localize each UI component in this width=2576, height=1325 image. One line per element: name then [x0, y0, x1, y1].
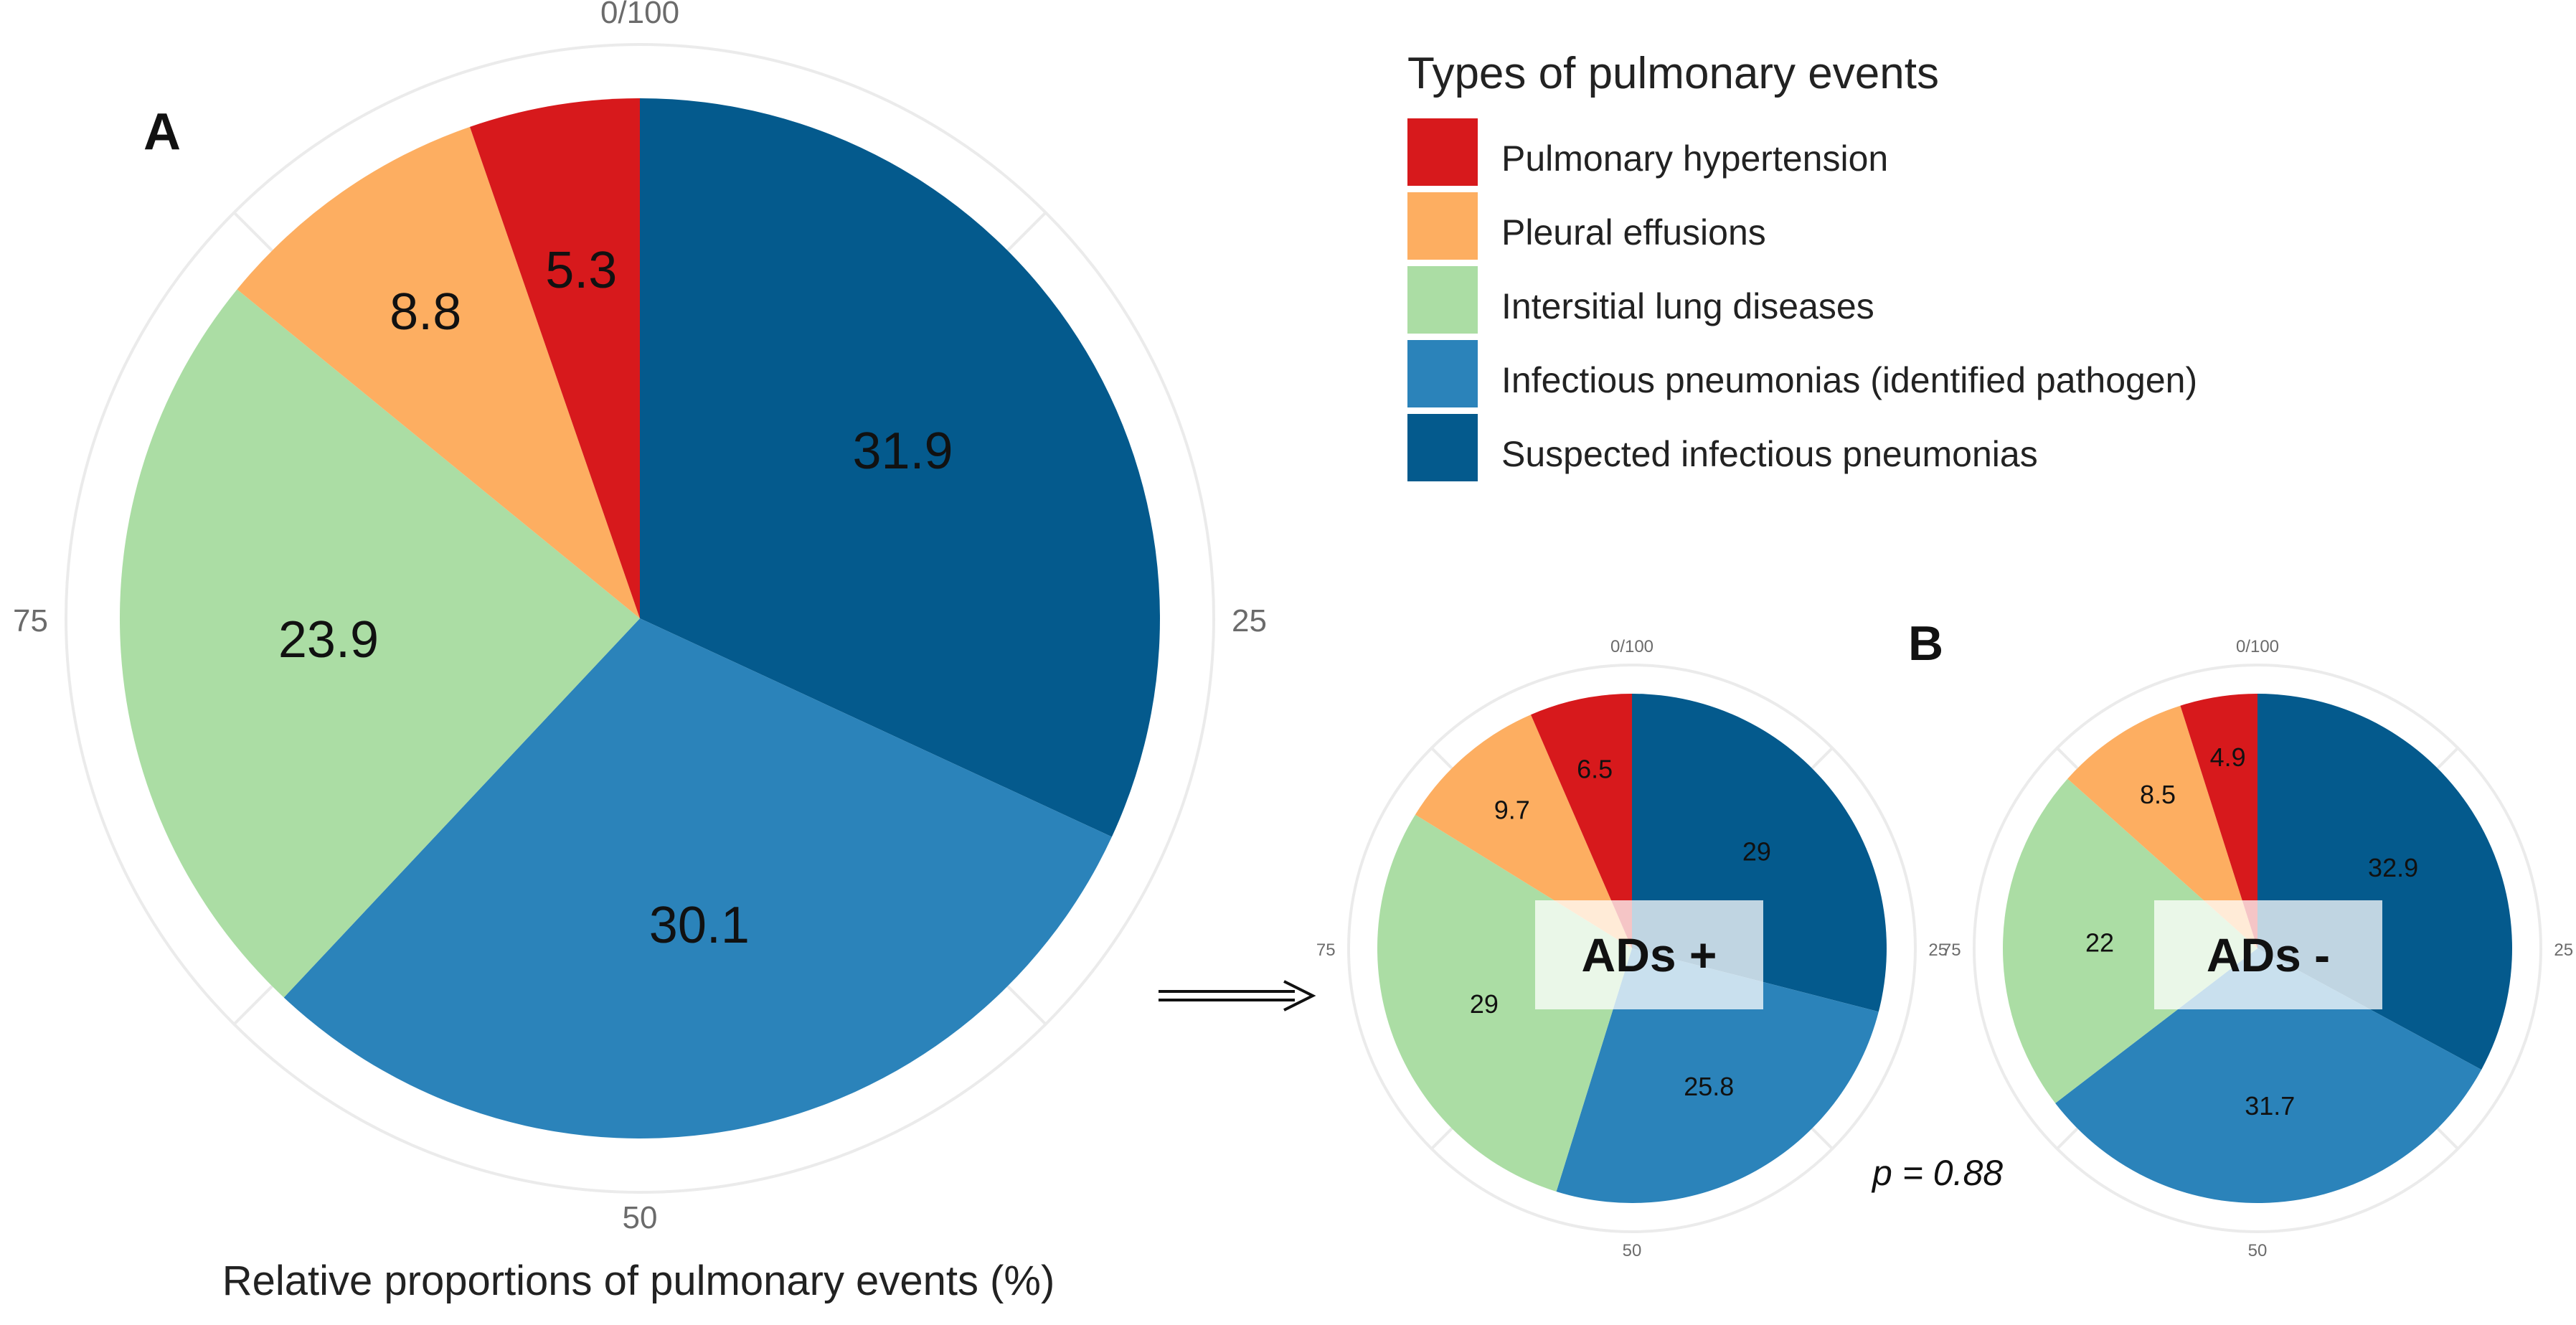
legend-swatch-interstitial-lung-diseases: [1407, 266, 1478, 334]
data-label-pleural-effusions: 8.8: [390, 283, 461, 341]
legend-swatch-pulmonary-hypertension: [1407, 118, 1478, 186]
panel-a-letter: A: [143, 103, 181, 161]
x-axis-label: Relative proportions of pulmonary events…: [222, 1258, 1055, 1304]
polar-grid-circle: [1347, 664, 1917, 1233]
polar-grid-line: [2436, 747, 2459, 770]
legend-swatch-pleural-effusions: [1407, 192, 1478, 260]
polar-grid-line: [2056, 1127, 2079, 1150]
polar-grid-line: [1430, 747, 1453, 770]
data-label-intersitial-lung-diseases: 22: [2085, 928, 2114, 957]
group-badge-label: ADs +: [1582, 928, 1717, 981]
legend-title: Types of pulmonary events: [1407, 49, 1939, 98]
group-badge-background: [2154, 900, 2382, 1009]
angular-tick-label: 0/100: [2236, 637, 2279, 656]
data-label-suspected-infectious-pneumonias: 32.9: [2368, 853, 2418, 882]
polar-grid-line: [1811, 1127, 1834, 1150]
angular-tick-label: 50: [623, 1200, 658, 1235]
pie-slice-pulmonary-hypertension: [1531, 694, 1632, 948]
polar-grid-circle: [1973, 664, 2542, 1233]
data-label-intersitial-lung-diseases: 23.9: [278, 611, 379, 669]
angular-tick-label: 25: [2554, 940, 2573, 960]
data-label-infectious-pneumonias-identified-pathogen: 30.1: [649, 897, 750, 954]
data-label-pulmonary-hypertension: 5.3: [545, 242, 617, 299]
legend-swatch-infectious-pneumonias: [1407, 340, 1478, 407]
angular-tick-label: 25: [1232, 603, 1267, 638]
legend-swatch-suspected-infectious-pneumonias: [1407, 414, 1478, 481]
polar-grid-circle: [65, 43, 1215, 1194]
pie-slice-infectious-pneumonias-identified-pathogen: [1556, 948, 1879, 1203]
pie-slice-infectious-pneumonias-identified-pathogen: [283, 618, 1112, 1139]
polar-grid-line: [232, 985, 273, 1026]
pie-slice-intersitial-lung-diseases: [1377, 814, 1632, 1192]
pie-chart-overall: 0/100 25 50 75 31.9 30.1 23.9 8.8 5.3: [13, 0, 1267, 1235]
data-label-suspected-infectious-pneumonias: 31.9: [852, 423, 953, 480]
pie-slice-pulmonary-hypertension: [470, 98, 640, 618]
data-label-infectious-pneumonias-identified-pathogen: 31.7: [2245, 1091, 2295, 1121]
legend-label-infectious-pneumonias: Infectious pneumonias (identified pathog…: [1501, 360, 2197, 400]
pie-slice-pulmonary-hypertension: [2180, 694, 2257, 948]
polar-grid-line: [1006, 211, 1047, 252]
pie-slice-intersitial-lung-diseases: [2003, 778, 2257, 1103]
data-label-intersitial-lung-diseases: 29: [1470, 989, 1499, 1019]
polar-grid-line: [1811, 747, 1834, 770]
group-badge-label: ADs -: [2207, 928, 2330, 981]
pie-slice-infectious-pneumonias-identified-pathogen: [2055, 948, 2482, 1203]
legend-label-interstitial-lung-diseases: Intersitial lung diseases: [1501, 286, 1874, 326]
angular-tick-label: 25: [1928, 940, 1948, 960]
angular-tick-label: 50: [1623, 1241, 1642, 1260]
data-label-pulmonary-hypertension: 6.5: [1577, 754, 1613, 783]
pie-slice-intersitial-lung-diseases: [119, 289, 641, 998]
angular-tick-label: 0/100: [600, 0, 679, 30]
angular-tick-label: 75: [1942, 940, 1961, 960]
pie-slice-pleural-effusions: [2067, 705, 2257, 948]
polar-grid-line: [1006, 985, 1047, 1026]
group-badge-background: [1535, 900, 1763, 1009]
data-label-pulmonary-hypertension: 4.9: [2210, 742, 2246, 772]
polar-grid-line: [232, 211, 273, 252]
data-label-pleural-effusions: 8.5: [2140, 780, 2176, 809]
legend-label-suspected-infectious-pneumonias: Suspected infectious pneumonias: [1501, 434, 2038, 474]
legend-label-pleural-effusions: Pleural effusions: [1501, 212, 1766, 253]
angular-tick-label: 75: [13, 603, 48, 638]
legend-label-pulmonary-hypertension: Pulmonary hypertension: [1501, 138, 1888, 179]
angular-tick-label: 0/100: [1610, 637, 1653, 656]
data-label-suspected-infectious-pneumonias: 29: [1742, 837, 1771, 867]
pie-chart-ads-minus: 0/100 25 50 75 32.9 31.7 22 8.5 4.9 ADs -: [1942, 637, 2573, 1260]
arrow-icon: [1159, 980, 1316, 1012]
polar-grid-line: [2436, 1127, 2459, 1150]
data-label-infectious-pneumonias-identified-pathogen: 25.8: [1684, 1072, 1734, 1101]
angular-tick-label: 50: [2248, 1241, 2268, 1260]
pie-slice-pleural-effusions: [1415, 715, 1632, 948]
data-label-pleural-effusions: 9.7: [1494, 795, 1530, 824]
angular-tick-label: 75: [1316, 940, 1336, 960]
panel-b-letter: B: [1908, 616, 1943, 671]
polar-grid-line: [2056, 747, 2079, 770]
legend: Types of pulmonary events Pulmonary hype…: [1407, 49, 2197, 481]
p-value-label: p = 0.88: [1871, 1153, 2003, 1193]
polar-grid-line: [1430, 1127, 1453, 1150]
pie-slice-pleural-effusions: [237, 126, 640, 618]
pie-chart-ads-plus: 0/100 25 50 75 29 25.8 29 9.7 6.5 ADs +: [1316, 637, 1948, 1260]
pie-slice-suspected-infectious-pneumonias: [640, 98, 1160, 837]
